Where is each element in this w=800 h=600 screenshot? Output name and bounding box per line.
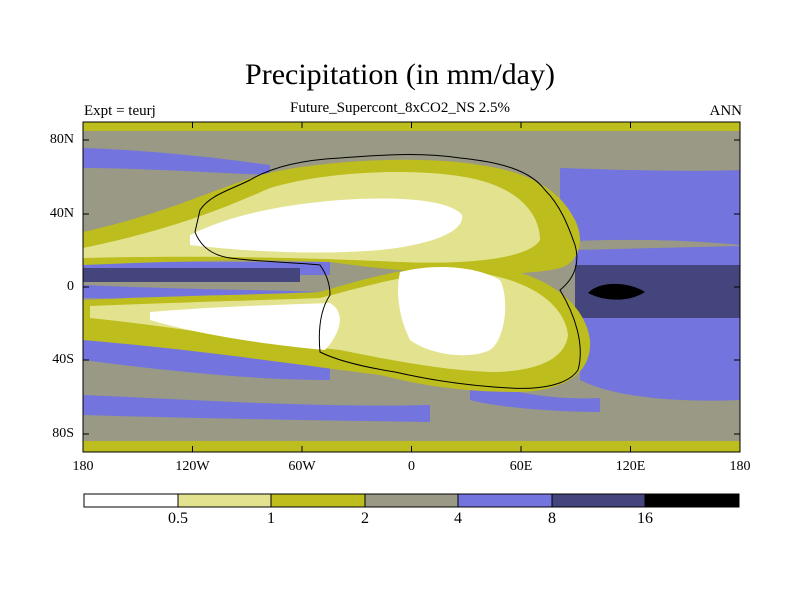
colorbar-box-2 (177, 493, 272, 508)
southwest-desert (150, 303, 340, 350)
east-south-blue (580, 318, 740, 401)
x-tick-label: 180 (729, 459, 751, 474)
x-tick-label: 180 (72, 459, 94, 474)
plot-title: Precipitation (in mm/day) (245, 58, 555, 91)
contour-fill (83, 122, 740, 452)
y-tick-label: 80S (52, 426, 74, 441)
south-storm-track (83, 395, 430, 422)
colorbar-box-5 (457, 493, 553, 508)
northern-desert (190, 198, 463, 253)
y-tick-label: 0 (67, 279, 74, 294)
colorbar-label: 0.5 (168, 510, 188, 527)
y-tick-label: 40N (49, 206, 74, 221)
colorbar-label: 8 (548, 510, 556, 527)
x-tick-label: 120E (615, 459, 646, 474)
equatorial-west-core (83, 268, 300, 282)
x-tick-label: 60W (288, 459, 316, 474)
south-east-band (470, 380, 600, 412)
colorbar-box-1 (83, 493, 179, 508)
colorbar-label: 1 (267, 510, 275, 527)
north-storm-track (83, 148, 270, 175)
y-tick-label: 80N (49, 132, 74, 147)
y-tick-label: 40S (52, 352, 74, 367)
coastline (194, 154, 581, 389)
colorbar-box-4 (364, 493, 459, 508)
season-label: ANN (709, 103, 743, 119)
southern-interior-desert (398, 266, 506, 356)
east-equatorial-dark (575, 262, 740, 318)
colorbar-label: 16 (637, 510, 653, 527)
colorbar-box-7 (644, 493, 740, 508)
max-precip-core (588, 283, 645, 300)
south-west-band (83, 335, 330, 380)
x-tick-label: 60E (509, 459, 533, 474)
colorbar (83, 493, 740, 508)
x-axis-ticks (82, 122, 741, 452)
colorbar-label: 4 (454, 510, 462, 527)
colorbar-box-3 (270, 493, 366, 508)
east-north-blue (560, 168, 740, 245)
colorbar-box-6 (551, 493, 646, 508)
colorbar-label: 2 (361, 510, 369, 527)
x-tick-label: 120W (175, 459, 210, 474)
east-equatorial-band (575, 246, 740, 265)
plot-subtitle: Future_Supercont_8xCO2_NS 2.5% (290, 100, 510, 116)
y-axis-ticks (83, 139, 740, 435)
x-tick-label: 0 (408, 459, 415, 474)
experiment-label: Expt = teurj (84, 103, 156, 119)
